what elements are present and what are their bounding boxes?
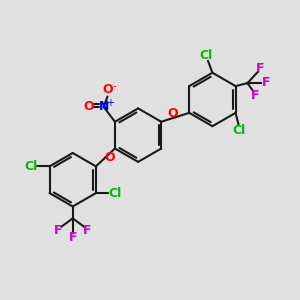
Text: O: O [105, 151, 115, 164]
Text: F: F [54, 224, 62, 237]
Text: F: F [68, 231, 77, 244]
Text: O: O [83, 100, 94, 113]
Text: Cl: Cl [200, 49, 213, 62]
Text: -: - [112, 81, 117, 91]
Text: F: F [262, 76, 270, 89]
Text: Cl: Cl [108, 187, 122, 200]
Text: N: N [98, 100, 109, 113]
Text: O: O [168, 107, 178, 120]
Text: O: O [103, 83, 113, 96]
Text: F: F [256, 62, 264, 75]
Text: Cl: Cl [232, 124, 246, 136]
Text: F: F [83, 224, 92, 237]
Text: Cl: Cl [24, 160, 37, 173]
Text: +: + [106, 98, 114, 108]
Text: F: F [251, 89, 260, 102]
